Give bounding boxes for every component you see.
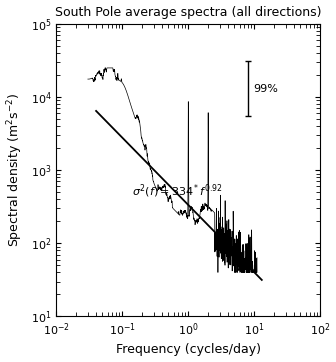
X-axis label: Frequency (cycles/day): Frequency (cycles/day) (116, 344, 261, 357)
Title: South Pole average spectra (all directions): South Pole average spectra (all directio… (55, 5, 322, 18)
Text: 99%: 99% (253, 84, 278, 94)
Text: $\sigma^2(f) = 334^* f^{0.92}$: $\sigma^2(f) = 334^* f^{0.92}$ (132, 183, 223, 201)
Y-axis label: Spectral density (m$^2$s$^{-2}$): Spectral density (m$^2$s$^{-2}$) (6, 93, 25, 247)
